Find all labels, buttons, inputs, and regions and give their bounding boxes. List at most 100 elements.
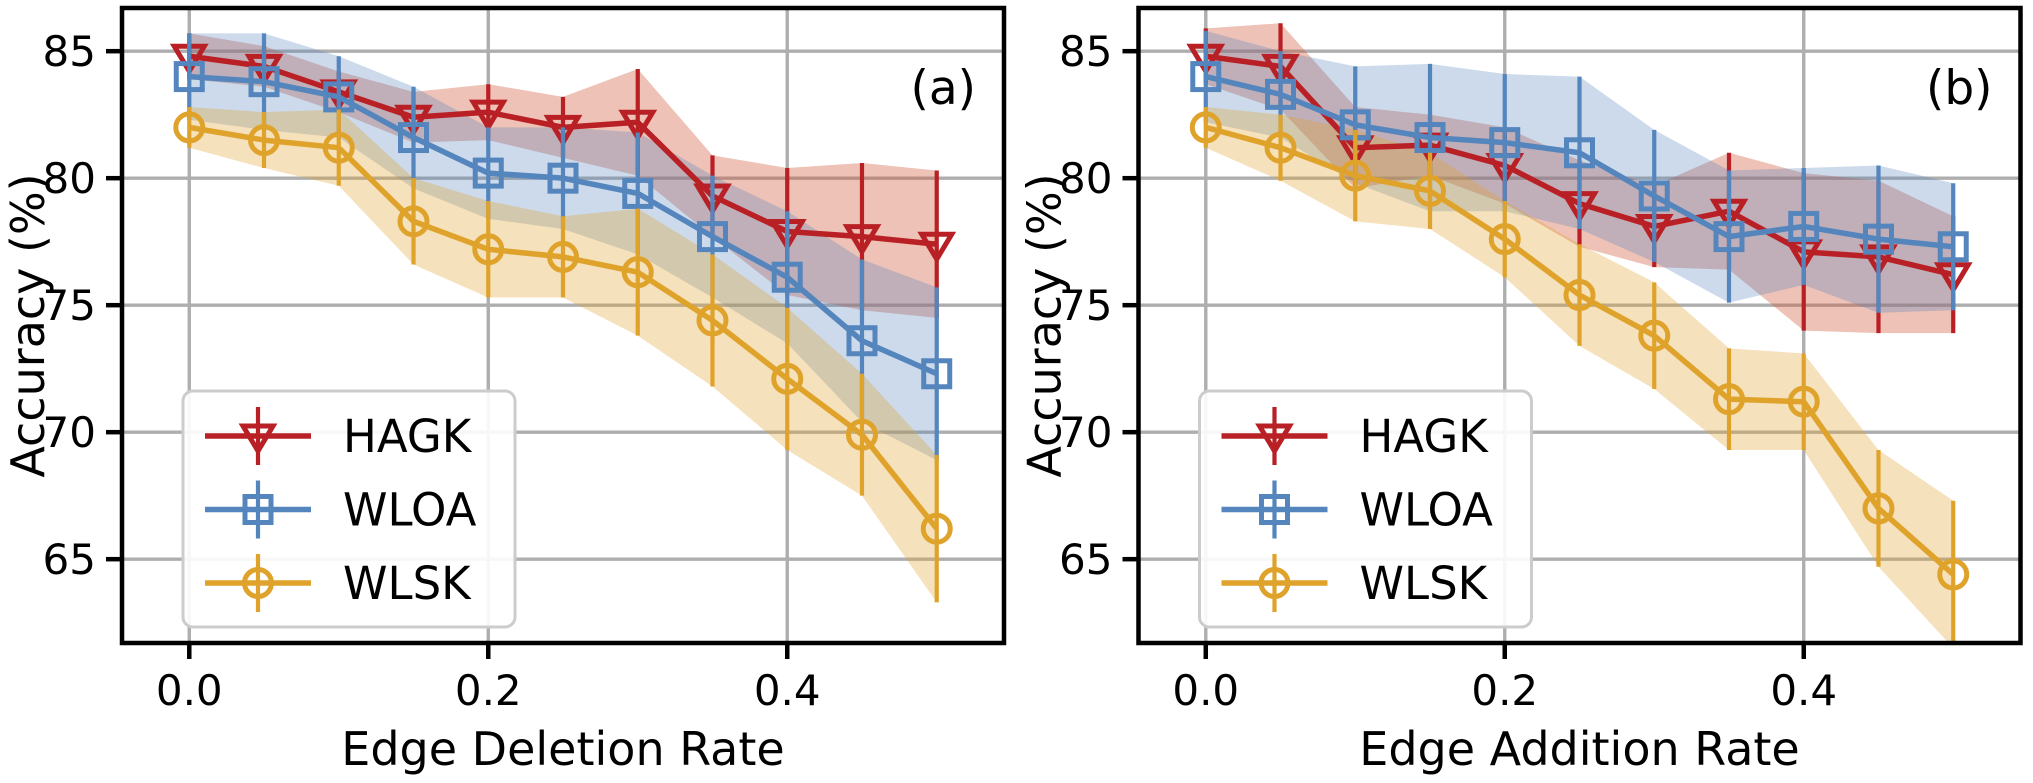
y-tick-label: 75: [43, 281, 96, 330]
data-point-marker: [1788, 210, 1820, 242]
legend-box: [1198, 389, 1533, 629]
tick-marks: [106, 48, 790, 659]
panel-a-chart: 65 70 75 80 85 0.0 0.2 0.4 Edge Deletion Rate Acc…: [0, 0, 1016, 783]
legend-circle-marker-icon: [242, 567, 274, 599]
legend-circle-marker-icon: [1258, 567, 1291, 599]
data-point-marker: [696, 221, 728, 253]
data-point-marker: [248, 124, 281, 157]
data-point-marker: [1564, 137, 1595, 169]
data-point-marker: [173, 111, 206, 144]
legend-entry-WLSK: WLSK: [1221, 554, 1489, 612]
data-point-marker: [1713, 221, 1745, 253]
data-point-marker: [622, 177, 654, 209]
data-point-marker: [846, 325, 878, 357]
legend-entry-HAGK: HAGK: [1221, 407, 1490, 465]
y-tick-label: 65: [1059, 535, 1112, 584]
data-point-marker: [398, 122, 430, 154]
data-point-marker: [248, 66, 280, 98]
error-band-WLOA: [189, 33, 937, 461]
x-axis-label: Edge Addition Rate: [1359, 722, 1799, 776]
tick-labels: 65 70 75 80 85 0.0 0.2 0.4: [1059, 27, 1837, 715]
x-tick-label: 0.0: [1172, 666, 1239, 715]
y-tick-label: 75: [1059, 281, 1112, 330]
series-line-WLOA: [1205, 73, 1954, 250]
data-point-marker: [1488, 223, 1521, 256]
data-point-marker: [1638, 319, 1671, 352]
legend-entry-WLSK: WLSK: [205, 554, 472, 612]
legend-label: WLOA: [1360, 484, 1494, 537]
data-point-marker: [921, 358, 953, 390]
legend-entry-WLOA: WLOA: [205, 480, 477, 539]
data-point-marker: [547, 240, 579, 273]
data-point-marker: [1189, 111, 1222, 144]
axes-spines: [1136, 5, 2023, 646]
data-point-marker: [1862, 492, 1895, 525]
data-point-marker: [1489, 127, 1521, 159]
data-point-marker: [920, 512, 953, 545]
data-point-marker: [696, 304, 729, 337]
legend-label: HAGK: [343, 410, 473, 463]
series-line-WLSK: [188, 124, 939, 531]
data-point-marker: [771, 362, 804, 395]
data-point-marker: [1563, 279, 1596, 312]
data-point-marker: [1339, 159, 1372, 192]
series-WLSK: [173, 107, 953, 603]
panel-b-chart: 65 70 75 80 85 0.0 0.2 0.4 Edge Addition Rate Acc…: [1016, 0, 2033, 783]
y-tick-label: 85: [1059, 27, 1112, 76]
data-point-marker: [1265, 78, 1297, 110]
tick-labels: 65 70 75 80 85 0.0 0.2 0.4: [43, 27, 821, 715]
legend: HAGK WLOA WLSK: [181, 389, 517, 629]
data-point-marker: [1414, 122, 1446, 154]
data-point-marker: [173, 61, 205, 93]
legend-label: HAGK: [1360, 410, 1490, 463]
y-tick-label: 85: [43, 27, 96, 76]
y-tick-label: 65: [43, 535, 96, 584]
legend-label: WLOA: [343, 484, 477, 537]
data-point-marker: [1190, 61, 1222, 93]
y-tick-label: 70: [43, 408, 96, 457]
legend-square-marker-icon: [1259, 494, 1290, 525]
data-point-marker: [1264, 131, 1297, 164]
y-axis-label: Accuracy (%): [1, 173, 55, 477]
data-point-marker: [543, 114, 583, 148]
y-tick-label: 80: [1059, 154, 1112, 203]
x-tick-label: 0.2: [1471, 666, 1538, 715]
legend: HAGK WLOA WLSK: [1198, 389, 1533, 629]
legend-label: WLSK: [343, 557, 472, 610]
legend-entry-WLOA: WLOA: [1221, 480, 1494, 539]
legend-entry-HAGK: HAGK: [205, 407, 473, 465]
data-point-marker: [1638, 180, 1670, 212]
data-point-marker: [322, 131, 355, 164]
data-point-marker: [1937, 231, 1969, 263]
data-point-marker: [472, 157, 504, 189]
panel-label: (b): [1926, 61, 1993, 116]
x-tick-label: 0.4: [1770, 666, 1837, 715]
data-point-marker: [472, 233, 505, 266]
series-line-WLOA: [189, 73, 938, 377]
legend-triangle-down-marker-icon: [238, 423, 278, 456]
legend-box: [181, 389, 517, 629]
data-point-marker: [845, 418, 878, 451]
data-point-marker: [1712, 383, 1745, 416]
data-point-marker: [621, 256, 654, 289]
x-tick-label: 0.4: [754, 666, 821, 715]
data-point-marker: [1937, 558, 1970, 591]
series-WLOA: [1190, 30, 1969, 313]
data-point-marker: [1787, 385, 1820, 418]
tick-marks: [1122, 48, 1806, 659]
data-point-marker: [842, 224, 882, 257]
data-point-marker: [547, 162, 579, 194]
data-point-marker: [397, 205, 430, 238]
legend-square-marker-icon: [242, 494, 274, 525]
data-point-marker: [468, 99, 508, 132]
axes-spines: [119, 5, 1007, 646]
y-tick-label: 70: [1059, 408, 1112, 457]
panel-label: (a): [911, 61, 976, 116]
data-point-marker: [917, 231, 957, 265]
data-point-marker: [618, 109, 658, 143]
panel-b-plot: 65 70 75 80 85 0.0 0.2 0.4 Edge Addition Rate Acc…: [1016, 0, 2033, 783]
series-WLSK: [1189, 107, 1970, 643]
series-line-WLSK: [1205, 124, 1956, 577]
x-tick-label: 0.2: [455, 666, 522, 715]
y-axis-label: Accuracy (%): [1018, 173, 1072, 477]
